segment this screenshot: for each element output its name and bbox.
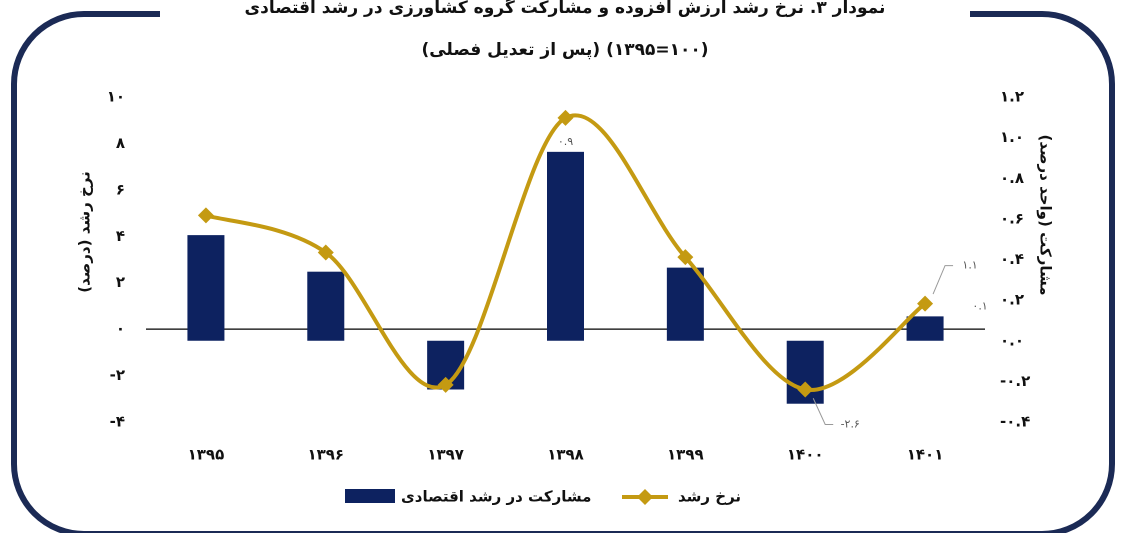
y2-tick-label: ۰.۲ [1000,291,1024,309]
legend-label: نرخ رشد [678,488,741,506]
y2-axis-title: مشارکت (واحد درصد) [1037,134,1055,295]
y-tick-label: ۱۰ [107,88,125,106]
y2-tick-label: ۰.۴ [1000,250,1024,268]
legend-label: مشارکت در رشد اقتصادی [401,488,591,506]
y2-tick-label: ۰.۰ [1000,331,1024,349]
bar [187,235,225,341]
line-marker [317,244,334,261]
x-tick-label: ۱۳۹۶ [307,446,344,464]
bar [666,267,704,341]
line-marker [797,381,814,398]
line-marker [197,207,214,224]
y2-tick-label: -۰.۲ [1000,372,1030,390]
y2-tick-label: -۰.۴ [1000,413,1030,431]
bar [906,316,944,341]
y2-tick-label: ۱.۲ [1000,88,1024,106]
leader-line [812,398,834,425]
chart-subtitle: (پس از تعدیل فصلی) (۱۰۰=۱۳۹۵) [421,40,708,60]
line-value-label: -۲.۶ [841,418,860,431]
y-tick-label: ۲ [116,273,125,291]
bar-value-label: ۰.۱ [972,299,987,312]
line-marker [677,249,694,266]
y2-tick-label: ۰.۶ [1000,209,1024,227]
bar-value-label: ۰.۹ [558,135,573,148]
y-axis-title: نرخ رشد (درصد) [76,171,94,292]
x-tick-label: ۱۴۰۱ [907,446,944,464]
y-tick-label: -۲ [110,366,125,384]
y2-tick-label: ۱.۰ [1000,128,1024,146]
x-tick-label: ۱۳۹۹ [667,446,704,464]
y-tick-label: ۶ [116,180,125,198]
chart-title: نمودار ۳. نرخ رشد ارزش افزوده و مشارکت گ… [245,0,886,18]
x-tick-label: ۱۳۹۷ [427,446,464,464]
x-tick-label: ۱۳۹۵ [188,446,225,464]
leader-line [932,265,954,295]
title-gap [160,0,970,22]
y-tick-label: ۰ [116,320,125,338]
legend-swatch [345,489,395,503]
y2-tick-label: ۰.۸ [1000,169,1024,187]
y-tick-label: ۴ [116,227,125,245]
bar [547,151,584,341]
line-marker [437,376,454,393]
x-tick-label: ۱۴۰۰ [787,446,824,464]
y-tick-label: -۴ [110,413,125,431]
line-marker [557,109,574,126]
bar [307,271,345,341]
y-tick-label: ۸ [116,134,125,152]
legend-marker [637,489,653,505]
line-marker [917,295,934,312]
x-tick-label: ۱۳۹۸ [547,446,584,464]
line-value-label: ۱.۱ [962,259,977,272]
